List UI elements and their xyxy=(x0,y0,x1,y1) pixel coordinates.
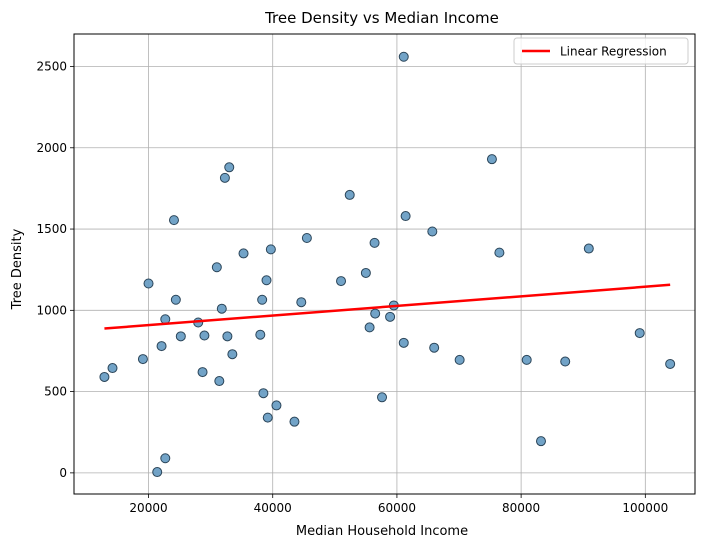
scatter-point xyxy=(156,341,167,352)
scatter-point xyxy=(364,322,375,333)
scatter-point xyxy=(494,247,505,258)
scatter-point xyxy=(99,371,110,382)
scatter-point xyxy=(170,294,181,305)
y-tick-label: 500 xyxy=(44,385,67,399)
y-axis-title: Tree Density xyxy=(10,228,25,310)
grid xyxy=(74,34,695,494)
y-tick-label: 1000 xyxy=(36,303,67,317)
x-tick-label: 20000 xyxy=(129,501,167,515)
y-tick-label: 2500 xyxy=(36,60,67,74)
scatter-point xyxy=(107,363,118,374)
scatter-point xyxy=(262,412,273,423)
scatter-point xyxy=(255,329,266,340)
scatter-point xyxy=(301,232,312,243)
scatter-point xyxy=(227,349,238,360)
legend: Linear Regression xyxy=(513,37,689,65)
scatter-point xyxy=(175,331,186,342)
scatter-point xyxy=(216,303,227,314)
x-tick-label: 40000 xyxy=(254,501,292,515)
y-tick-label: 1500 xyxy=(36,222,67,236)
scatter-point xyxy=(665,358,676,369)
scatter-point xyxy=(521,354,532,365)
scatter-point xyxy=(583,243,594,254)
scatter-point xyxy=(224,162,235,173)
x-tick-label: 80000 xyxy=(502,501,540,515)
scatter-point xyxy=(197,367,208,378)
scatter-point xyxy=(168,215,179,226)
scatter-point xyxy=(369,237,380,248)
x-axis-ticks: 20000 40000 60000 80000 100000 xyxy=(129,494,668,515)
scatter-point xyxy=(261,275,272,286)
scatter-point xyxy=(560,356,571,367)
scatter-points xyxy=(99,51,676,478)
regression-line xyxy=(104,283,671,330)
scatter-point xyxy=(398,337,409,348)
x-tick-label: 60000 xyxy=(378,501,416,515)
scatter-point xyxy=(271,400,282,411)
x-tick-label: 100000 xyxy=(622,501,668,515)
scatter-point xyxy=(296,297,307,308)
scatter-point xyxy=(137,354,148,365)
scatter-point xyxy=(377,392,388,403)
y-tick-label: 0 xyxy=(59,466,67,480)
scatter-point xyxy=(370,308,381,319)
scatter-point xyxy=(257,294,268,305)
scatter-point xyxy=(265,244,276,255)
scatter-point xyxy=(289,416,300,427)
scatter-point xyxy=(486,154,497,165)
y-tick-label: 2000 xyxy=(36,141,67,155)
scatter-point xyxy=(427,226,438,237)
regression-layer xyxy=(104,283,671,330)
scatter-point xyxy=(400,211,411,222)
scatter-point xyxy=(160,453,171,464)
scatter-point xyxy=(143,278,154,289)
legend-box xyxy=(513,37,689,65)
scatter-point xyxy=(535,436,546,447)
scatter-point xyxy=(360,267,371,278)
y-axis-ticks: 0 500 1000 1500 2000 2500 xyxy=(36,60,74,480)
scatter-point xyxy=(152,467,163,478)
scatter-point xyxy=(222,331,233,342)
scatter-point xyxy=(429,342,440,353)
scatter-point xyxy=(238,248,249,259)
scatter-point xyxy=(385,311,396,322)
scatter-point xyxy=(454,354,465,365)
x-axis-title: Median Household Income xyxy=(296,524,468,539)
scatter-point xyxy=(214,376,225,387)
scatter-point xyxy=(344,189,355,200)
plot-frame xyxy=(73,33,696,495)
scatter-point xyxy=(211,262,222,273)
scatter-point xyxy=(219,172,230,183)
scatter-point xyxy=(336,276,347,287)
scatter-point xyxy=(634,328,645,339)
scatter-point xyxy=(199,330,210,341)
scatter-point xyxy=(258,388,269,399)
scatter-point xyxy=(398,51,409,62)
chart-title: Tree Density vs Median Income xyxy=(264,9,499,27)
legend-label-regression: Linear Regression xyxy=(560,45,667,59)
